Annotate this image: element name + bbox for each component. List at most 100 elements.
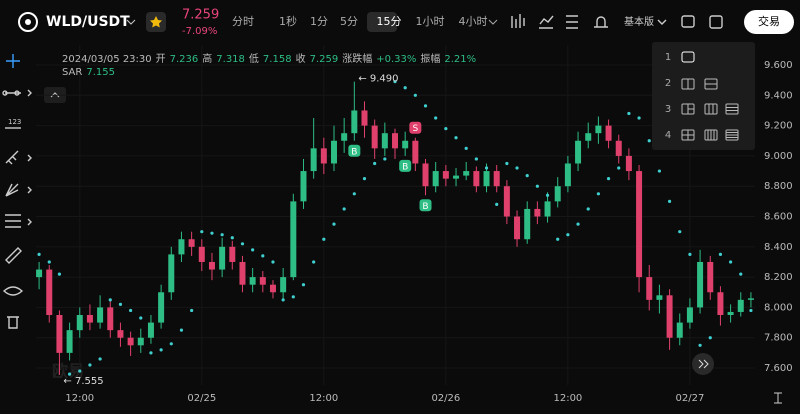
interval-more[interactable] bbox=[488, 19, 498, 25]
sar-dot bbox=[444, 127, 448, 131]
x-tick-label: 12:00 bbox=[309, 393, 338, 404]
candle-body bbox=[453, 175, 460, 179]
fullscreen[interactable] bbox=[709, 15, 723, 29]
layout-3b[interactable] bbox=[704, 103, 718, 115]
legend-value: 7.158 bbox=[262, 54, 292, 65]
layout-button[interactable] bbox=[681, 15, 695, 28]
ruler-tool[interactable] bbox=[5, 247, 22, 264]
trade-label[interactable]: 交易 bbox=[758, 14, 780, 28]
candle-body bbox=[219, 246, 226, 270]
sar-dot bbox=[657, 169, 662, 173]
candle-body bbox=[697, 261, 704, 308]
delete-tool[interactable] bbox=[7, 316, 19, 329]
version-dropdown[interactable] bbox=[657, 19, 667, 25]
trade-marker-label: B bbox=[402, 162, 408, 172]
symbol-dropdown[interactable] bbox=[126, 19, 136, 25]
expand-arrows bbox=[27, 89, 32, 226]
line-tool[interactable] bbox=[2, 90, 21, 96]
interval-tab[interactable]: 5分 bbox=[340, 15, 358, 28]
version[interactable]: 基本版 bbox=[624, 15, 654, 28]
sar-dot bbox=[606, 177, 611, 181]
x-tick-label: 02/26 bbox=[431, 393, 460, 404]
sar-dot bbox=[515, 166, 519, 170]
pattern-tool[interactable] bbox=[5, 150, 19, 165]
candle-body bbox=[351, 110, 358, 134]
measure-tool[interactable] bbox=[5, 214, 21, 228]
sar-dot bbox=[403, 86, 407, 90]
scroll-icon bbox=[698, 359, 709, 369]
candle-body bbox=[646, 277, 653, 300]
star-icon bbox=[150, 16, 162, 28]
candle-body bbox=[636, 171, 643, 278]
alert[interactable] bbox=[594, 16, 608, 28]
candle-body bbox=[432, 171, 439, 187]
candle-body bbox=[514, 216, 521, 240]
text-tool-label: 123 bbox=[8, 118, 21, 126]
interval-tab[interactable]: 1分 bbox=[310, 15, 328, 28]
y-tick-label: 8.400 bbox=[764, 242, 793, 253]
visibility-tool[interactable] bbox=[2, 286, 24, 296]
sar-dot bbox=[220, 233, 224, 237]
watermark: 欧易 bbox=[52, 362, 84, 381]
sar-dot bbox=[647, 139, 651, 143]
candle-body bbox=[686, 307, 693, 323]
layout-1[interactable] bbox=[681, 51, 695, 63]
sar-dot bbox=[332, 222, 336, 226]
candle-body bbox=[747, 298, 754, 300]
sar-dot bbox=[698, 343, 702, 347]
y-tick-label: 7.600 bbox=[764, 363, 793, 374]
x-tick-label: 02/25 bbox=[187, 393, 216, 404]
settings[interactable] bbox=[566, 15, 578, 29]
sar-dot bbox=[129, 308, 133, 313]
sar-dot bbox=[251, 248, 255, 252]
sar-dot bbox=[108, 298, 112, 302]
interval-tab[interactable]: 4小时 bbox=[459, 15, 488, 28]
candle-body bbox=[666, 295, 673, 338]
interval-active-bg bbox=[367, 12, 397, 32]
interval-tab[interactable]: 1小时 bbox=[416, 15, 445, 28]
sar-dot bbox=[261, 254, 265, 258]
candle-body bbox=[473, 171, 480, 187]
layout-3c[interactable] bbox=[725, 103, 739, 115]
candle-body bbox=[330, 140, 337, 164]
candle-body bbox=[524, 208, 531, 240]
crosshair-tool[interactable] bbox=[6, 54, 20, 68]
trade-button[interactable] bbox=[744, 10, 794, 34]
candle-body bbox=[259, 277, 266, 285]
candle-body bbox=[249, 277, 256, 285]
sar-dot bbox=[413, 93, 417, 97]
candle-body bbox=[127, 337, 134, 346]
x-tick-label: 12:00 bbox=[65, 393, 94, 404]
candle-body bbox=[534, 208, 541, 217]
trade-marker-label: B bbox=[351, 147, 357, 157]
fib-tool[interactable] bbox=[5, 183, 19, 197]
symbol[interactable]: WLD/USDT bbox=[46, 14, 130, 30]
sar-dot bbox=[484, 166, 489, 170]
candle-body bbox=[676, 322, 683, 338]
interval-tab[interactable]: 1秒 bbox=[279, 14, 297, 28]
candle-type[interactable] bbox=[511, 14, 525, 28]
y-tick-label: 9.600 bbox=[764, 60, 793, 71]
indicators[interactable] bbox=[539, 15, 554, 29]
logo[interactable] bbox=[18, 12, 38, 32]
sar-dot bbox=[474, 157, 478, 161]
sar-dot bbox=[67, 372, 72, 376]
sar-dot bbox=[149, 351, 153, 355]
sar-dot bbox=[373, 161, 377, 166]
candle-body bbox=[707, 261, 714, 293]
legend-value: 7.236 bbox=[169, 54, 199, 65]
interval-tab[interactable]: 15分 bbox=[377, 15, 402, 28]
sar-dot bbox=[586, 207, 590, 211]
sar-dot bbox=[525, 174, 529, 178]
sar-dot bbox=[545, 193, 550, 197]
y-tick-label: 8.800 bbox=[764, 181, 793, 192]
candle-body bbox=[239, 261, 246, 285]
sar-dot bbox=[495, 202, 499, 206]
sar-dot bbox=[718, 252, 723, 256]
candle-body bbox=[463, 171, 470, 176]
interval-tab[interactable]: 分时 bbox=[232, 15, 254, 28]
extreme-annotation: ← 9.490 bbox=[358, 74, 398, 85]
sar-dot bbox=[301, 283, 306, 287]
trade-marker bbox=[348, 144, 361, 157]
axis-settings[interactable] bbox=[774, 392, 782, 404]
